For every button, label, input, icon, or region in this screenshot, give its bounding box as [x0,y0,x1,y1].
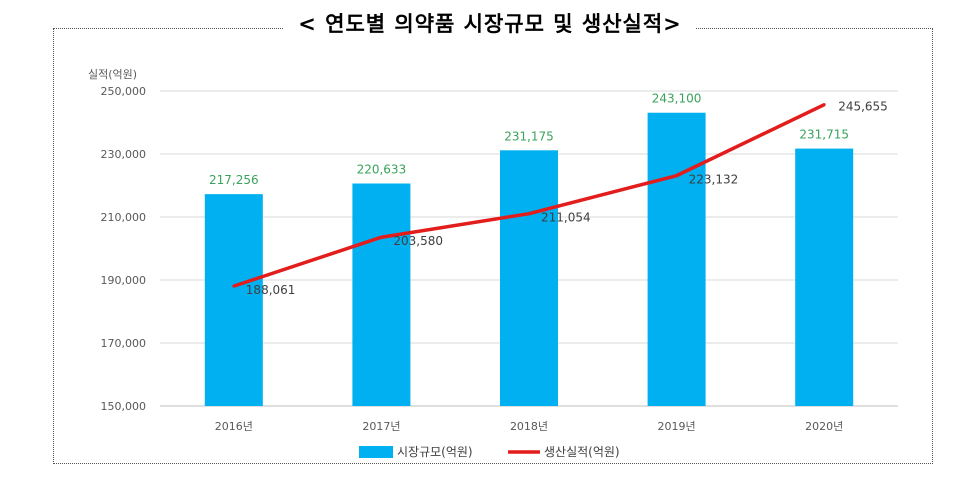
bar-value-label: 220,633 [357,163,407,177]
bar [647,112,706,407]
line-value-label: 188,061 [246,283,296,297]
x-tick-label: 2019년 [658,420,696,433]
y-tick-label: 250,000 [101,85,147,98]
x-tick-label: 2016년 [215,420,253,433]
y-tick-label: 170,000 [101,337,147,350]
line-point [675,174,679,178]
bar-value-label: 231,175 [504,129,554,143]
x-tick-label: 2020년 [805,420,843,433]
line-value-label: 245,655 [838,100,888,114]
line-value-label: 203,580 [393,234,443,248]
line-value-label: 211,054 [541,211,591,225]
bar-value-label: 243,100 [652,92,702,106]
line-value-label: 223,132 [689,173,739,187]
bar-value-label: 231,715 [799,128,849,142]
legend-label-bar: 시장규모(억원) [397,445,473,459]
y-tick-label: 210,000 [101,211,147,224]
legend-swatch-bar [359,446,393,458]
bar [204,194,263,406]
line-point [379,235,383,239]
y-tick-label: 230,000 [101,148,147,161]
x-tick-label: 2018년 [510,420,548,433]
line-point [232,284,236,288]
bar [500,150,558,406]
bar-value-label: 217,256 [209,173,259,187]
legend-label-line: 생산실적(억원) [544,445,620,459]
x-tick-label: 2017년 [362,420,400,433]
y-tick-label: 150,000 [101,400,147,413]
bar [795,148,854,406]
line-point [527,212,531,216]
y-axis-title: 실적(억원) [88,68,137,81]
y-tick-label: 190,000 [101,274,147,287]
chart-title-wrap: < 연도별 의약품 시장규모 및 생산실적> [0,8,980,38]
bar [352,183,411,406]
chart-title: < 연도별 의약품 시장규모 및 생산실적> [284,12,696,36]
line-point [822,103,826,107]
